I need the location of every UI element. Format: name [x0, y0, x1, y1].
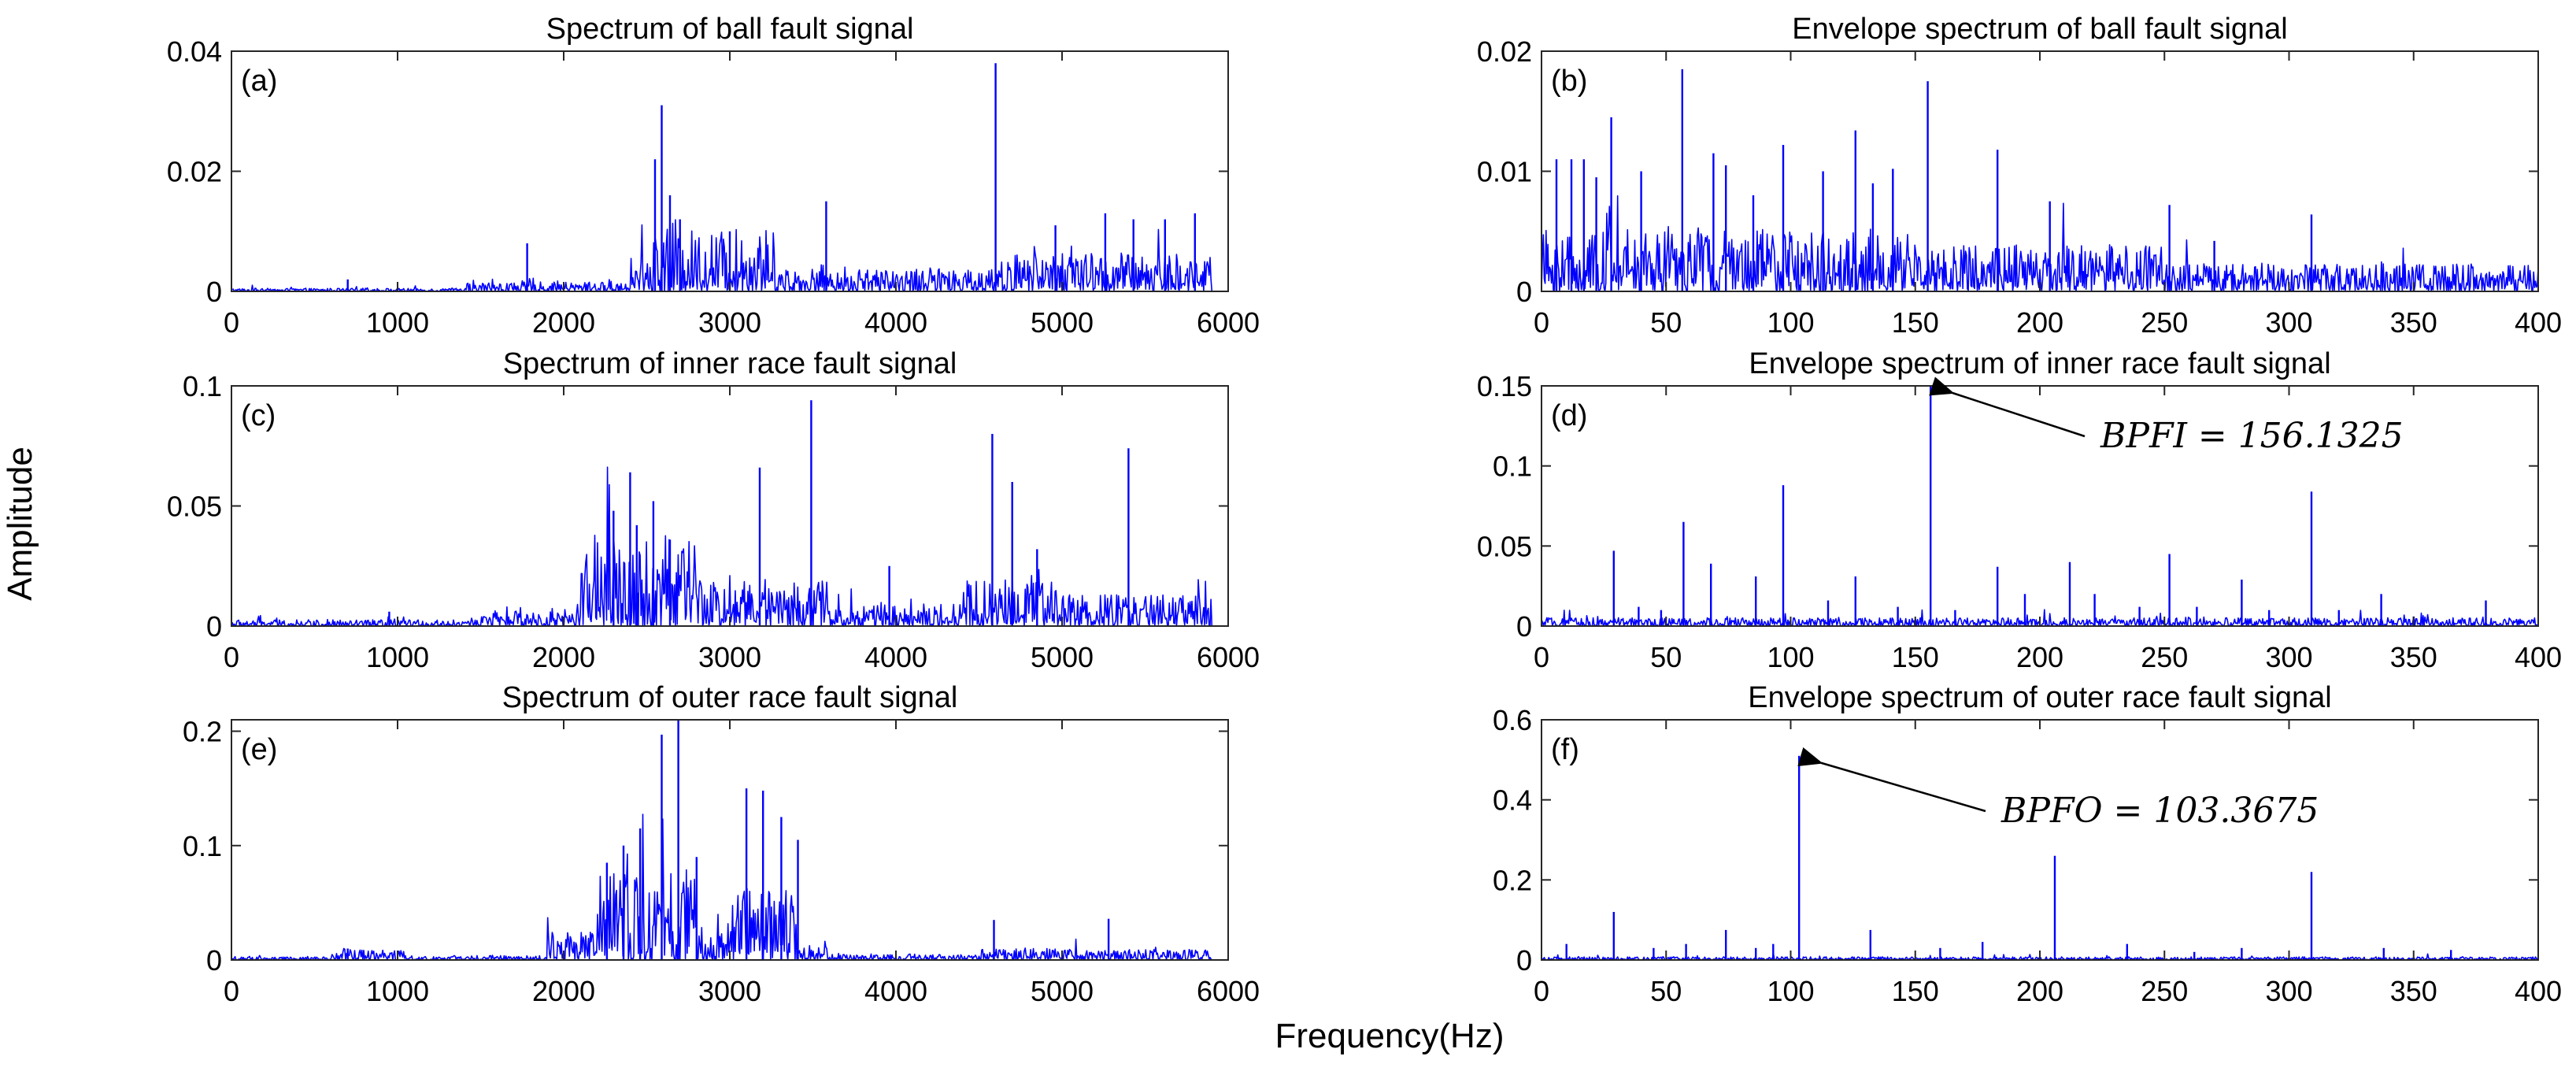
x-tick-label: 0	[1534, 975, 1549, 1007]
x-tick-label: 100	[1767, 306, 1814, 339]
y-tick-label: 0.02	[1477, 35, 1532, 68]
chart-panel-f: 0 50 100 150 200 250 300 350 400 0 0.2 0.4 0.6 Envelo…	[1493, 681, 2562, 1007]
y-tick-label: 0.1	[183, 830, 222, 862]
x-tick-label: 1000	[366, 641, 429, 673]
x-tick-label: 200	[2016, 641, 2063, 673]
x-tick-label: 6000	[1197, 641, 1260, 673]
y-tick-label: 0	[206, 944, 222, 976]
x-tick-label: 4000	[864, 306, 927, 339]
x-tick-label: 150	[1892, 975, 1939, 1007]
chart-panel-a: 0 1000 2000 3000 4000 5000 6000 0 0.02 0.04 Spectr…	[167, 13, 1260, 339]
x-tick-label: 5000	[1031, 641, 1094, 673]
x-tick-label: 50	[1650, 306, 1682, 339]
common-x-label: Frequency(Hz)	[1275, 1017, 1505, 1055]
x-tick-label: 50	[1650, 641, 1682, 673]
y-tick-label: 0	[206, 276, 222, 308]
y-tick-label: 0.1	[183, 370, 222, 402]
y-tick-label: 0.2	[183, 716, 222, 748]
x-tick-label: 1000	[366, 306, 429, 339]
annotation-label: BPFI = 156.1325	[2100, 416, 2404, 456]
y-tick-label: 0	[1516, 276, 1532, 308]
y-tick-label: 0.05	[167, 491, 222, 523]
x-tick-label: 2000	[532, 975, 595, 1007]
chart-title: Spectrum of outer race fault signal	[502, 681, 958, 714]
x-tick-label: 100	[1767, 975, 1814, 1007]
y-tick-label: 0.04	[167, 35, 222, 68]
x-tick-label: 4000	[864, 975, 927, 1007]
annotation-arrow	[1797, 747, 1986, 813]
y-tick-label: 0	[206, 610, 222, 643]
x-tick-label: 300	[2265, 641, 2312, 673]
x-tick-label: 3000	[698, 641, 761, 673]
x-tick-label: 300	[2265, 306, 2312, 339]
x-tick-label: 50	[1650, 975, 1682, 1007]
spectrum-trace	[231, 813, 1228, 960]
axes-frame	[231, 719, 1229, 961]
x-tick-label: 200	[2016, 306, 2063, 339]
x-tick-label: 250	[2141, 306, 2188, 339]
panel-label: (d)	[1551, 399, 1587, 432]
x-tick-label: 0	[224, 306, 239, 339]
x-tick-label: 400	[2515, 306, 2562, 339]
chart-title: Envelope spectrum of inner race fault si…	[1749, 347, 2330, 380]
panel-label: (c)	[241, 399, 276, 432]
x-tick-label: 0	[1534, 306, 1549, 339]
y-tick-label: 0.15	[1477, 370, 1532, 402]
x-tick-label: 150	[1892, 306, 1939, 339]
x-tick-label: 350	[2390, 306, 2437, 339]
y-tick-label: 0.4	[1493, 784, 1532, 817]
x-tick-label: 0	[1534, 641, 1549, 673]
x-tick-label: 100	[1767, 641, 1814, 673]
x-tick-label: 250	[2141, 641, 2188, 673]
y-tick-label: 0.01	[1477, 156, 1532, 188]
x-tick-label: 5000	[1031, 975, 1094, 1007]
axes-frame	[1541, 719, 2539, 961]
panel-label: (b)	[1551, 65, 1587, 98]
chart-panel-d: 0 50 100 150 200 250 300 350 400 0 0.05 0.1 0.15 Enve…	[1477, 347, 2562, 673]
chart-panel-e: 0 1000 2000 3000 4000 5000 6000 0 0.1 0.2 Spectrum…	[183, 681, 1260, 1007]
chart-panel-c: 0 1000 2000 3000 4000 5000 6000 0 0.05 0.1 Spectru…	[167, 347, 1260, 673]
spectrum-trace	[231, 466, 1228, 626]
x-tick-label: 350	[2390, 975, 2437, 1007]
panel-label: (e)	[241, 733, 277, 766]
chart-panel-b: 0 50 100 150 200 250 300 350 400 0 0.01 0.02 Envelop…	[1477, 13, 2562, 339]
x-tick-label: 6000	[1197, 975, 1260, 1007]
annotation-label: BPFO = 103.3675	[2000, 791, 2319, 831]
x-tick-label: 6000	[1197, 306, 1260, 339]
y-tick-label: 0	[1516, 944, 1532, 976]
x-tick-label: 2000	[532, 306, 595, 339]
chart-title: Envelope spectrum of outer race fault si…	[1748, 681, 2331, 714]
x-tick-label: 400	[2515, 975, 2562, 1007]
chart-title: Spectrum of ball fault signal	[546, 13, 914, 46]
x-tick-label: 3000	[698, 306, 761, 339]
x-tick-label: 350	[2390, 641, 2437, 673]
y-tick-label: 0.1	[1493, 450, 1532, 483]
x-tick-label: 0	[224, 641, 239, 673]
x-tick-label: 3000	[698, 975, 761, 1007]
common-y-label: Amplitude	[1, 447, 39, 601]
x-tick-label: 150	[1892, 641, 1939, 673]
chart-title: Spectrum of inner race fault signal	[503, 347, 957, 380]
x-tick-label: 0	[224, 975, 239, 1007]
x-tick-label: 300	[2265, 975, 2312, 1007]
annotation-arrow	[1929, 376, 2086, 438]
x-tick-label: 250	[2141, 975, 2188, 1007]
y-tick-label: 0.05	[1477, 530, 1532, 562]
x-tick-label: 4000	[864, 641, 927, 673]
panel-label: (f)	[1551, 733, 1579, 766]
y-tick-label: 0.02	[167, 156, 222, 188]
x-tick-label: 400	[2515, 641, 2562, 673]
y-tick-label: 0.2	[1493, 864, 1532, 896]
panel-label: (a)	[241, 65, 277, 98]
x-tick-label: 1000	[366, 975, 429, 1007]
chart-title: Envelope spectrum of ball fault signal	[1792, 13, 2287, 46]
y-tick-label: 0	[1516, 610, 1532, 643]
x-tick-label: 5000	[1031, 306, 1094, 339]
y-tick-label: 0.6	[1493, 704, 1532, 736]
x-tick-label: 200	[2016, 975, 2063, 1007]
spectrum-trace	[1542, 195, 2538, 291]
x-tick-label: 2000	[532, 641, 595, 673]
